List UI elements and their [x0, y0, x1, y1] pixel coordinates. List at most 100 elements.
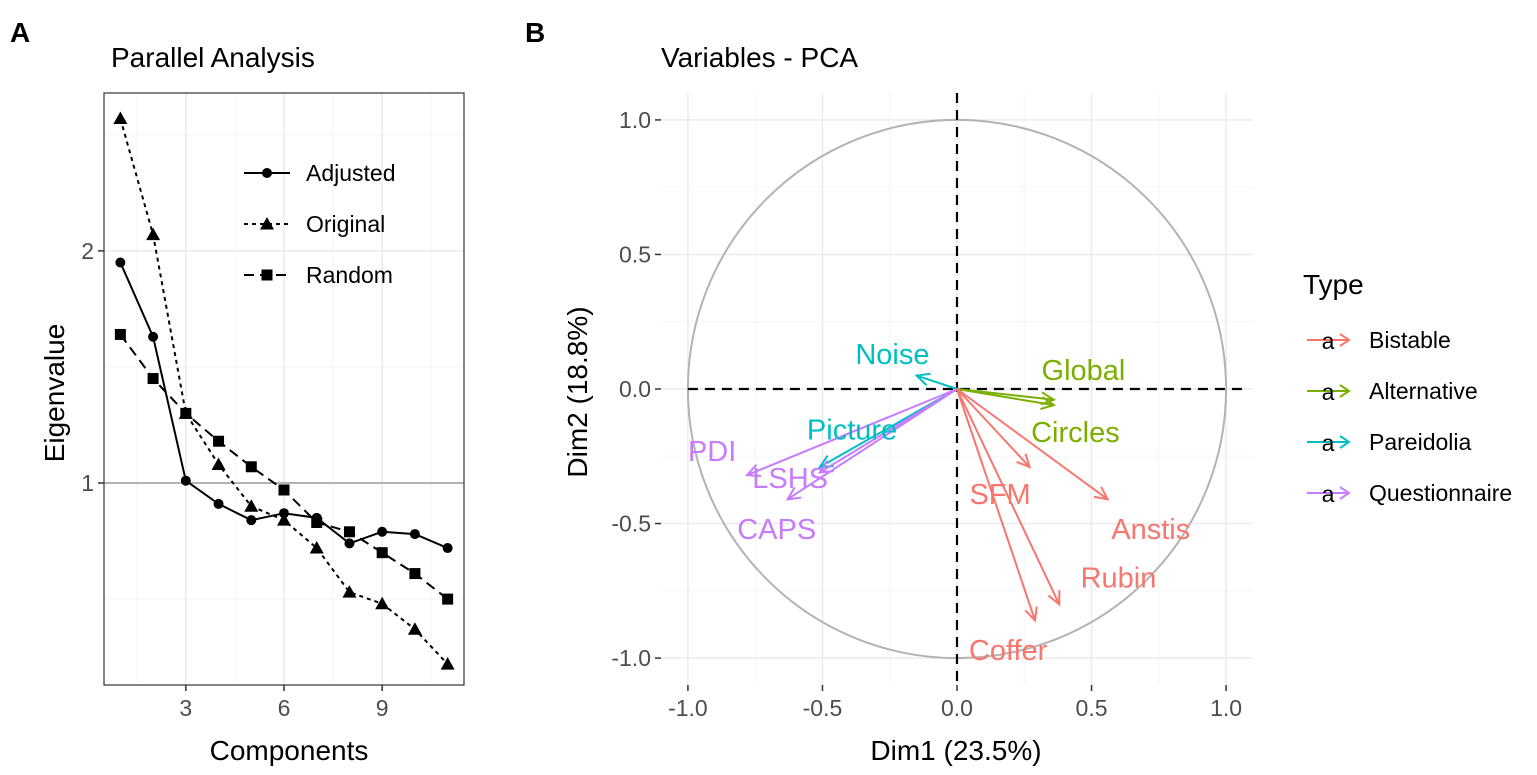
legend-label-adjusted: Adjusted — [306, 160, 396, 186]
legend-key-glyph: a — [1322, 430, 1335, 456]
legend-key-arrowhead — [1339, 486, 1351, 500]
arrow-noise — [914, 372, 958, 390]
data-point-random — [442, 593, 454, 605]
arrow-circles — [956, 388, 1057, 411]
arrow-shaft-caps — [786, 388, 958, 501]
data-point-original — [440, 657, 455, 670]
panel-b-x-axis-title: Dim1 (23.5%) — [870, 735, 1041, 766]
data-point-adjusted — [409, 529, 420, 540]
legend-label-random: Random — [306, 262, 393, 288]
legend-entry-alternative: a Alternative — [1307, 378, 1478, 405]
data-point-random — [278, 484, 290, 496]
arrow-shaft-circles — [956, 388, 1055, 407]
panel-a-label: A — [10, 17, 30, 48]
variable-label-anstis: Anstis — [1111, 514, 1190, 546]
data-point-adjusted — [377, 526, 388, 537]
y-tick-label: 2 — [81, 238, 94, 264]
variable-label-coffer: Coffer — [969, 635, 1048, 667]
data-point-original — [277, 513, 291, 526]
arrow-head-rubin — [1047, 590, 1061, 607]
legend-label-original: Original — [306, 211, 385, 237]
y-tick-label: -0.5 — [611, 511, 651, 537]
panel-a-ticks: 3 6 912 — [81, 238, 388, 721]
variable-label-global: Global — [1042, 355, 1126, 387]
data-point-adjusted — [180, 475, 191, 486]
pca-variables-panel: B Variables - PCA Global Circles Noise Pict… — [525, 17, 1512, 766]
data-point-adjusted — [213, 498, 224, 509]
variable-label-lshs: LSHS — [752, 463, 828, 495]
panel-a-x-axis-title: Components — [210, 735, 369, 766]
y-tick-label: -1.0 — [611, 645, 651, 671]
arrow-sfm — [956, 388, 1032, 469]
variable-label-rubin: Rubin — [1081, 562, 1157, 594]
arrow-head-noise — [914, 372, 931, 387]
data-point-random — [147, 373, 159, 385]
data-point-random — [213, 435, 225, 447]
x-tick-label: 9 — [376, 695, 389, 721]
arrow-shaft-rubin — [956, 388, 1061, 605]
data-point-random — [114, 328, 126, 340]
data-point-random — [376, 547, 388, 559]
data-point-random — [180, 407, 192, 419]
legend-key-arrowhead — [1339, 435, 1351, 449]
panel-a-title: Parallel Analysis — [111, 42, 315, 73]
arrow-rubin — [956, 388, 1061, 607]
x-tick-label: 1.0 — [1210, 695, 1242, 721]
panel-a-series — [113, 111, 455, 670]
x-tick-label: 0.0 — [941, 695, 973, 721]
series-random — [114, 328, 454, 605]
legend-key-arrowhead — [1339, 384, 1351, 398]
panel-b-legend: a Bistable a Alternative a Pareidolia a Questio… — [1307, 327, 1512, 507]
arrow-head-circles — [1040, 396, 1057, 411]
panel-b-legend-title: Type — [1303, 269, 1364, 300]
data-point-original — [309, 541, 324, 554]
legend-key-marker — [260, 217, 274, 230]
legend-key-arrowhead — [1339, 333, 1351, 347]
arrow-head-sfm — [1016, 453, 1032, 469]
legend-entry-pareidolia: a Pareidolia — [1307, 429, 1471, 456]
legend-label-questionnaire: Questionnaire — [1369, 480, 1512, 506]
x-tick-label: -0.5 — [803, 695, 843, 721]
data-point-original — [407, 622, 422, 635]
variable-label-pdi: PDI — [688, 436, 736, 468]
legend-key-glyph: a — [1322, 481, 1335, 507]
arrow-pdi — [744, 388, 958, 477]
panel-a-legend: Adjusted Original Random — [244, 160, 396, 288]
data-point-adjusted — [148, 331, 159, 342]
legend-entry-questionnaire: a Questionnaire — [1307, 480, 1512, 507]
data-point-random — [343, 526, 355, 538]
legend-label-pareidolia: Pareidolia — [1369, 429, 1471, 455]
legend-key-glyph: a — [1322, 379, 1335, 405]
panel-b-variable-labels: Global Circles Noise Picture PDI LSHS CAPS SFM A… — [688, 339, 1190, 667]
arrow-head-pdi — [744, 464, 762, 477]
y-tick-label: 1.0 — [619, 107, 651, 133]
variable-label-caps: CAPS — [737, 514, 816, 546]
data-point-original — [211, 457, 226, 470]
legend-entry-bistable: a Bistable — [1307, 327, 1451, 354]
data-point-original — [244, 499, 259, 512]
arrow-shaft-sfm — [956, 388, 1031, 468]
arrow-anstis — [956, 388, 1110, 501]
arrow-caps — [785, 388, 958, 501]
data-point-adjusted — [115, 257, 126, 268]
arrow-shaft-pdi — [746, 388, 958, 477]
panel-a-grid — [104, 93, 464, 685]
y-tick-label: 0.5 — [619, 241, 651, 267]
legend-key-marker — [262, 168, 272, 178]
panel-a-y-axis-title: Eigenvalue — [39, 324, 70, 463]
data-point-original — [146, 227, 161, 241]
data-point-random — [409, 568, 421, 580]
x-tick-label: -1.0 — [668, 695, 708, 721]
panel-b-y-axis-title: Dim2 (18.8%) — [562, 306, 593, 477]
data-point-random — [245, 461, 257, 473]
arrow-shaft-coffer — [956, 388, 1036, 621]
data-point-adjusted — [442, 543, 453, 554]
variable-label-sfm: SFM — [969, 479, 1030, 511]
data-point-original — [342, 585, 357, 598]
data-point-adjusted — [344, 538, 355, 549]
arrow-head-coffer — [1024, 606, 1038, 623]
y-tick-label: 1 — [81, 470, 94, 496]
arrow-head-caps — [785, 486, 802, 501]
panel-b-label: B — [525, 17, 545, 48]
